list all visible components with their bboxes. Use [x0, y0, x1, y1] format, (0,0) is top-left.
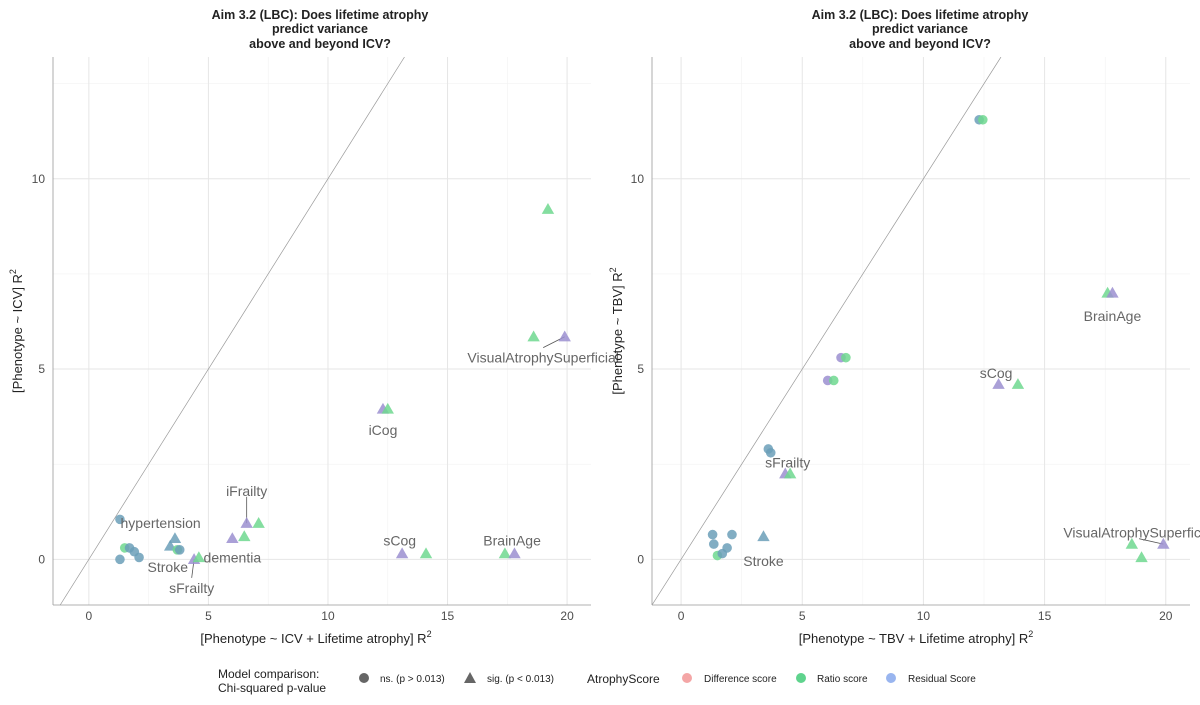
right-point-triangle — [1157, 537, 1170, 549]
left-point-circle — [174, 545, 185, 555]
left-point-label: BrainAge — [483, 532, 541, 548]
right-y-tick-label: 5 — [637, 362, 644, 376]
left-point-triangle — [508, 547, 521, 559]
right-x-tick-label: 20 — [1159, 609, 1173, 623]
legend-score-title: AtrophyScore — [587, 672, 660, 686]
right-y-tick-label: 10 — [631, 172, 645, 186]
left-point-label: iCog — [369, 422, 398, 438]
left-point-triangle — [498, 547, 512, 559]
left-point-triangle — [527, 330, 540, 342]
left-point-label: dementia — [204, 549, 262, 565]
left-panel-title-line-1: Aim 3.2 (LBC): Does lifetime atrophy — [212, 8, 429, 22]
right-point-triangle — [1135, 551, 1148, 563]
right-point-circle — [727, 529, 737, 540]
left-point-triangle — [238, 530, 251, 542]
left-panel: Aim 3.2 (LBC): Does lifetime atrophy pre… — [8, 8, 619, 646]
right-point-circle — [977, 114, 988, 125]
right-point-circle — [722, 543, 732, 553]
right-y-axis-title: [Phenotype ~ TBV] R2 — [608, 267, 625, 394]
left-plot-area: 0 5 10 15 20 0 5 10 hypertension Stroke dementia sF… — [32, 57, 619, 623]
left-point-triangle — [240, 516, 253, 528]
left-y-tick-label: 5 — [38, 362, 45, 376]
left-x-tick-label: 5 — [205, 609, 212, 623]
left-x-tick-label: 0 — [86, 609, 93, 623]
left-point-label: Stroke — [148, 559, 189, 575]
left-point-triangle — [558, 330, 571, 342]
legend-difference-label: Difference score — [704, 674, 777, 685]
legend-residual-label: Residual Score — [908, 674, 976, 685]
right-x-axis-title: [Phenotype ~ TBV + Lifetime atrophy] R2 — [799, 629, 1034, 646]
left-point-triangle — [252, 516, 265, 528]
right-panel-title-line-3: above and beyond ICV? — [849, 37, 991, 51]
right-point-label: BrainAge — [1084, 308, 1142, 324]
right-panel: Aim 3.2 (LBC): Does lifetime atrophy pre… — [608, 8, 1200, 646]
legend-residual-swatch — [886, 673, 896, 683]
right-point-triangle — [1106, 286, 1119, 298]
right-point-triangle — [757, 530, 770, 542]
right-point-circle — [765, 447, 776, 458]
right-label-leader — [1139, 538, 1164, 545]
right-point-triangle — [1125, 537, 1139, 549]
legend-ratio-label: Ratio score — [817, 674, 868, 685]
left-y-tick-label: 10 — [32, 172, 46, 186]
right-panel-title-line-2: predict variance — [872, 22, 968, 36]
right-point-triangle — [783, 467, 797, 479]
left-point-triangle — [168, 532, 182, 544]
left-x-tick-label: 15 — [441, 609, 455, 623]
left-y-tick-label: 0 — [38, 552, 45, 566]
right-point-circle — [707, 529, 718, 540]
left-panel-title-line-2: predict variance — [272, 22, 368, 36]
legend-model-title-line-2: Chi-squared p-value — [218, 681, 326, 695]
left-point-label: VisualAtrophySuperficial — [467, 350, 619, 366]
left-point-circle — [134, 552, 144, 563]
right-y-tick-label: 0 — [637, 552, 644, 566]
legend-ns-label: ns. (p > 0.013) — [380, 674, 445, 685]
right-point-circle — [841, 352, 851, 363]
left-point-label: hypertension — [121, 515, 201, 531]
right-point-triangle — [1011, 378, 1025, 389]
left-point-triangle — [541, 203, 555, 214]
left-panel-title-line-3: above and beyond ICV? — [249, 37, 391, 51]
right-panel-title-line-1: Aim 3.2 (LBC): Does lifetime atrophy — [812, 8, 1029, 22]
left-point-circle — [115, 554, 125, 565]
right-plot-area: 0 5 10 15 20 0 5 10 BrainAge sCog sFrailty Stroke Vi… — [631, 57, 1200, 623]
left-point-triangle — [226, 532, 239, 544]
left-point-label: sFrailty — [169, 580, 214, 596]
left-x-axis-title: [Phenotype ~ ICV + Lifetime atrophy] R2 — [200, 629, 431, 646]
legend-ratio-swatch — [796, 673, 806, 683]
left-x-tick-label: 20 — [560, 609, 574, 623]
left-point-triangle — [192, 551, 206, 563]
right-identity-line — [652, 57, 1002, 605]
left-point-label: iFrailty — [226, 483, 267, 499]
right-point-circle — [708, 539, 719, 549]
left-y-axis-title: [Phenotype ~ ICV] R2 — [8, 269, 25, 393]
left-identity-line — [59, 57, 405, 605]
legend-ns-circle-icon — [359, 673, 369, 683]
right-point-triangle — [992, 378, 1005, 389]
right-x-tick-label: 10 — [917, 609, 931, 623]
left-point-label: sCog — [383, 532, 416, 548]
right-point-label: sFrailty — [765, 454, 810, 470]
left-point-triangle — [381, 402, 394, 414]
legend: Model comparison: Chi-squared p-value ns… — [218, 667, 976, 695]
right-point-label: sCog — [980, 365, 1013, 381]
legend-sig-triangle-icon — [464, 672, 476, 683]
legend-model-title-line-1: Model comparison: — [218, 667, 319, 681]
left-point-circle — [115, 514, 125, 525]
left-x-tick-label: 10 — [321, 609, 335, 623]
right-x-tick-label: 15 — [1038, 609, 1052, 623]
legend-difference-swatch — [682, 673, 692, 683]
right-point-label: Stroke — [743, 553, 784, 569]
right-x-tick-label: 0 — [678, 609, 685, 623]
legend-sig-label: sig. (p < 0.013) — [487, 674, 554, 685]
left-point-triangle — [395, 547, 409, 559]
right-x-tick-label: 5 — [799, 609, 806, 623]
right-point-label: VisualAtrophySuperficial — [1063, 525, 1200, 541]
left-point-triangle — [419, 547, 433, 559]
right-point-circle — [828, 375, 839, 386]
